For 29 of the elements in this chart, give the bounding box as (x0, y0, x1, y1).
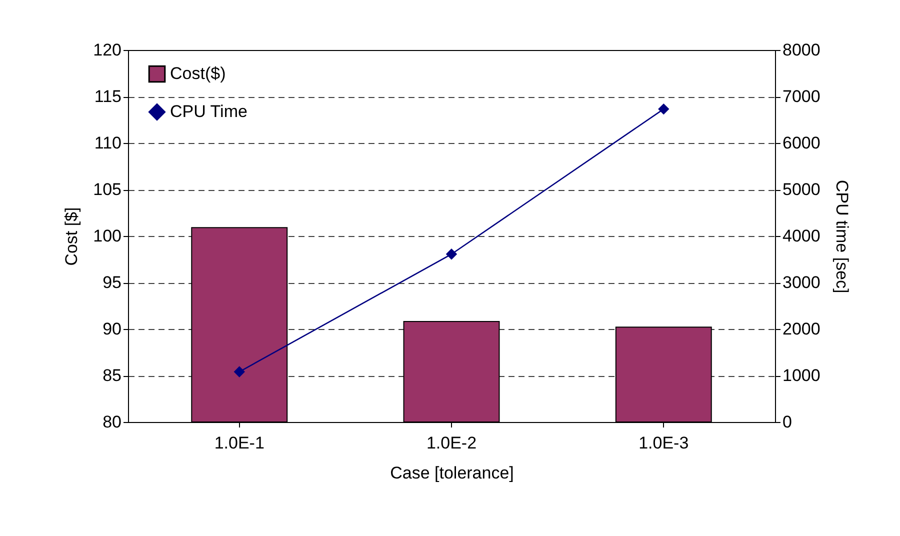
y2-tick-label: 6000 (782, 134, 820, 152)
y-tick-label: 105 (93, 180, 122, 199)
y-tick-label: 120 (93, 40, 122, 60)
x-tick-label: 1.0E-3 (638, 434, 689, 452)
y2-tick-label: 7000 (782, 87, 820, 106)
y-tick-label: 85 (102, 366, 122, 385)
y2-tick-label: 8000 (782, 40, 820, 60)
y-tick-label: 100 (93, 226, 122, 246)
y2-tick-label: 0 (782, 412, 792, 432)
y-tick-label: 90 (102, 320, 122, 338)
point (446, 248, 457, 260)
point (234, 366, 245, 377)
x-axis-title: Case [tolerance] (390, 464, 514, 482)
point (658, 104, 669, 114)
y2-tick-label: 3000 (782, 273, 820, 292)
x-tick-label: 1.0E-1 (214, 434, 264, 452)
y-tick-label: 95 (102, 273, 122, 292)
y2-tick-label: 1000 (782, 366, 820, 385)
y2-tick-label: 4000 (782, 226, 820, 246)
y-tick-label: 80 (102, 412, 122, 432)
y-axis-title: Cost [$] (62, 207, 82, 266)
x-tick-label: 1.0E-2 (426, 434, 477, 452)
y2-axis-title: CPU time [sec] (832, 180, 852, 294)
legend-label: CPU Time (170, 102, 248, 121)
y2-tick-label: 5000 (782, 180, 820, 199)
legend-label: Cost($) (170, 64, 226, 83)
y-tick-label: 110 (94, 134, 122, 152)
y-tick-label: 115 (94, 87, 122, 106)
y2-tick-label: 2000 (782, 320, 820, 338)
